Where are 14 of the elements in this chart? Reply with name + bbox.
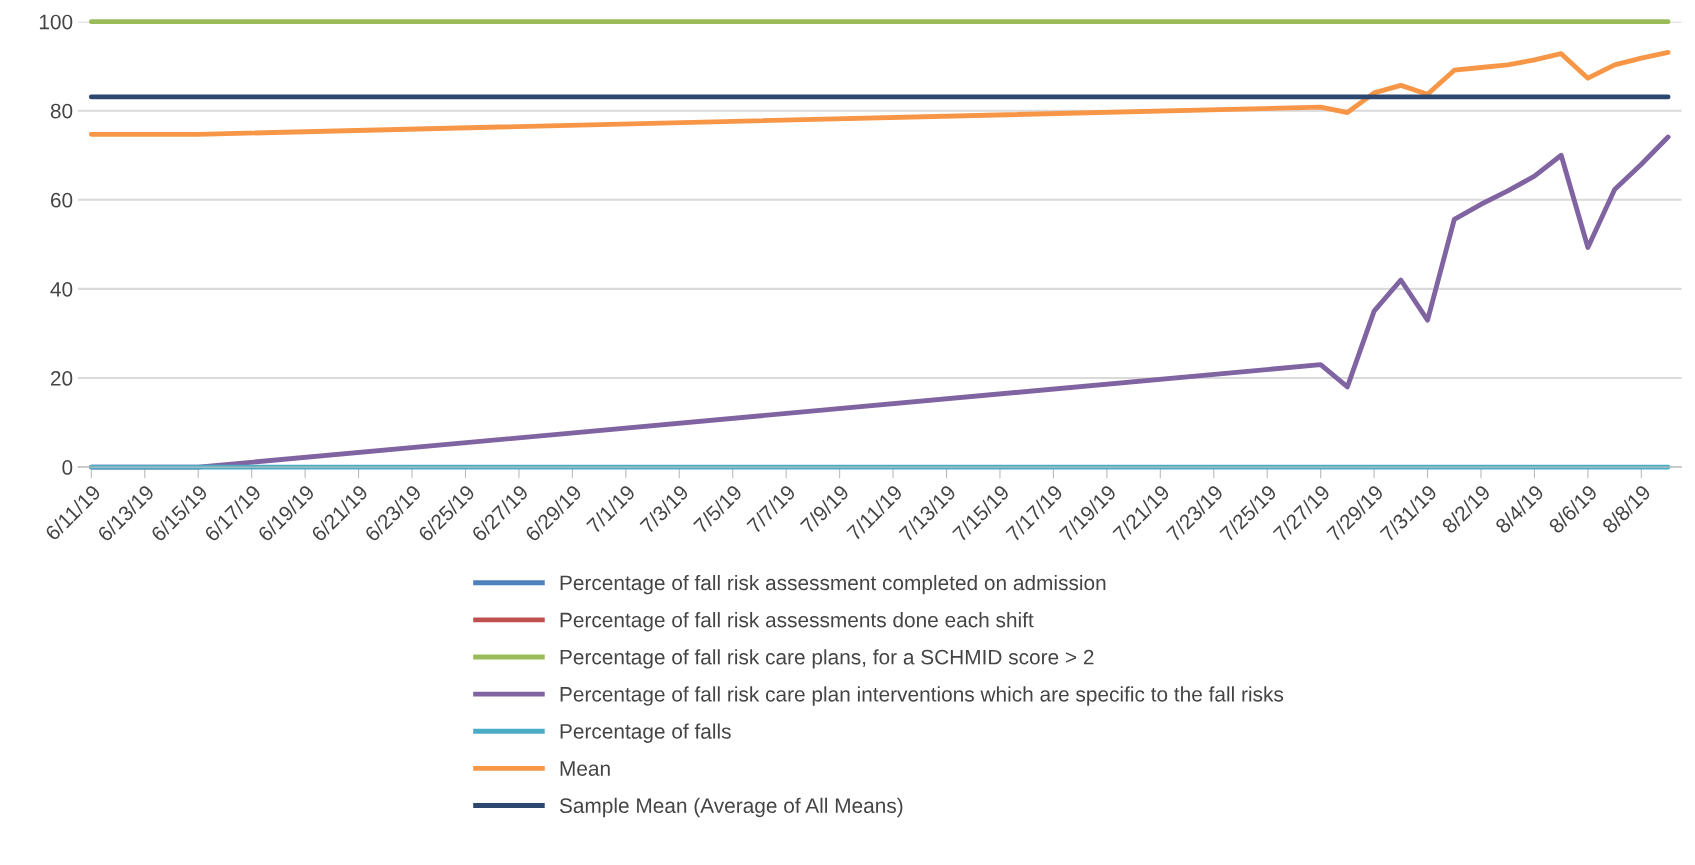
legend-label: Percentage of falls [560,723,731,743]
legend-label: Mean [560,761,610,776]
y-tick-label: 100 [39,14,73,30]
y-tick-label: 40 [50,281,73,297]
legend-label: Percentage of fall risk care plan interventions which are specific to the fall risks [560,686,1284,706]
legend-label: Percentage of fall risk care plans, for a SCHMID score > 2 [560,649,1094,669]
line-series [88,49,1671,137]
y-tick-label: 20 [50,371,73,386]
legend-label: Sample Mean (Average of All Means) [559,797,903,818]
legend-label: Percentage of fall risk assessments done each shift [560,612,1034,632]
y-tick-label: 80 [50,103,73,119]
legend-label: Percentage of fall risk assessment completed on admission [560,574,1106,595]
y-tick-label: 0 [62,460,73,475]
y-tick-label: 60 [51,192,73,208]
